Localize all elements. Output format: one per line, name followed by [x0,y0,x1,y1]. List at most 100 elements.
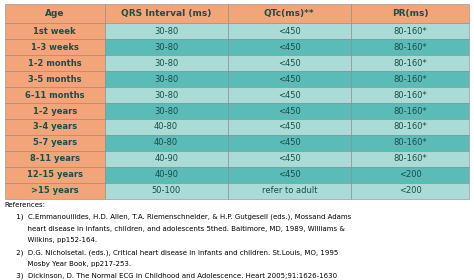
Text: 40-90: 40-90 [154,154,178,164]
Bar [5,119,105,135]
Text: 80-160*: 80-160* [393,154,427,164]
Text: 3-4 years: 3-4 years [33,122,77,132]
Bar [228,151,351,167]
Text: <450: <450 [278,154,301,164]
Text: 12-15 years: 12-15 years [27,170,82,179]
Bar [228,103,351,119]
Text: <450: <450 [278,170,301,179]
Text: <450: <450 [278,27,301,36]
Text: <200: <200 [399,186,421,195]
Text: 30-80: 30-80 [154,74,178,84]
Bar [351,183,469,199]
Text: 50-100: 50-100 [152,186,181,195]
Bar [105,23,228,39]
Bar [5,23,105,39]
Text: 30-80: 30-80 [154,27,178,36]
Bar [351,87,469,103]
Bar [5,103,105,119]
Bar [228,135,351,151]
Bar [351,55,469,71]
Text: heart disease in infants, children, and adolescents 5thed. Baltimore, MD, 1989, : heart disease in infants, children, and … [5,226,345,232]
Bar [5,39,105,55]
Bar [351,39,469,55]
Text: <450: <450 [278,90,301,100]
Bar [105,71,228,87]
Text: 1-3 weeks: 1-3 weeks [31,43,79,52]
Text: Mosby Year Book, pp217-253.: Mosby Year Book, pp217-253. [5,261,131,267]
Text: 80-160*: 80-160* [393,138,427,148]
Text: 80-160*: 80-160* [393,59,427,68]
Bar [228,71,351,87]
Text: 5-7 years: 5-7 years [33,138,77,148]
Bar [105,135,228,151]
Text: <450: <450 [278,74,301,84]
Bar [5,87,105,103]
Bar [5,183,105,199]
Text: 80-160*: 80-160* [393,74,427,84]
Bar [105,39,228,55]
Bar [105,183,228,199]
Text: 2)  D.G. Nicholsetal. (eds.), Critical heart disease in infants and children. St: 2) D.G. Nicholsetal. (eds.), Critical he… [5,249,338,256]
Text: <450: <450 [278,106,301,116]
Text: 3-5 months: 3-5 months [28,74,82,84]
Bar [351,71,469,87]
Text: 8-11 years: 8-11 years [30,154,80,164]
Bar [5,55,105,71]
Text: 80-160*: 80-160* [393,90,427,100]
Text: 40-80: 40-80 [154,122,178,132]
Text: >15 years: >15 years [31,186,79,195]
Bar [351,103,469,119]
Bar [351,135,469,151]
Bar [228,167,351,183]
Text: 1)  C.Emmanouilides, H.D. Allen, T.A. Riemenschneider, & H.P. Gutgesell (eds.), : 1) C.Emmanouilides, H.D. Allen, T.A. Rie… [5,214,351,220]
Text: 80-160*: 80-160* [393,27,427,36]
Bar [228,23,351,39]
Text: <450: <450 [278,59,301,68]
Bar [5,151,105,167]
Bar [105,167,228,183]
Text: 30-80: 30-80 [154,43,178,52]
Bar [228,119,351,135]
Text: 40-80: 40-80 [154,138,178,148]
Bar [228,4,351,23]
Bar [5,167,105,183]
Bar [105,87,228,103]
Text: References:: References: [5,202,46,208]
Text: <200: <200 [399,170,421,179]
Bar [351,167,469,183]
Bar [228,87,351,103]
Text: 80-160*: 80-160* [393,122,427,132]
Text: Age: Age [45,9,64,18]
Text: QRS Interval (ms): QRS Interval (ms) [121,9,211,18]
Bar [5,71,105,87]
Text: 40-90: 40-90 [154,170,178,179]
Bar [5,135,105,151]
Bar [105,55,228,71]
Text: 1-2 months: 1-2 months [28,59,82,68]
Text: PR(ms): PR(ms) [392,9,428,18]
Bar [351,151,469,167]
Text: 1st week: 1st week [33,27,76,36]
Text: 3)  Dickinson, D. The Normal ECG in Childhood and Adolescence. Heart 2005;91:162: 3) Dickinson, D. The Normal ECG in Child… [5,273,337,279]
Bar [105,4,228,23]
Text: <450: <450 [278,43,301,52]
Text: <450: <450 [278,138,301,148]
Text: 80-160*: 80-160* [393,106,427,116]
Bar [351,4,469,23]
Bar [351,23,469,39]
Text: 30-80: 30-80 [154,59,178,68]
Bar [105,119,228,135]
Text: refer to adult: refer to adult [262,186,317,195]
Text: Wilkins, pp152-164.: Wilkins, pp152-164. [5,237,97,243]
Text: <450: <450 [278,122,301,132]
Text: QTc(ms)**: QTc(ms)** [264,9,315,18]
Text: 30-80: 30-80 [154,90,178,100]
Text: 1-2 years: 1-2 years [33,106,77,116]
Bar [105,151,228,167]
Text: 30-80: 30-80 [154,106,178,116]
Text: 80-160*: 80-160* [393,43,427,52]
Bar [351,119,469,135]
Bar [5,4,105,23]
Bar [228,55,351,71]
Text: 6-11 months: 6-11 months [25,90,84,100]
